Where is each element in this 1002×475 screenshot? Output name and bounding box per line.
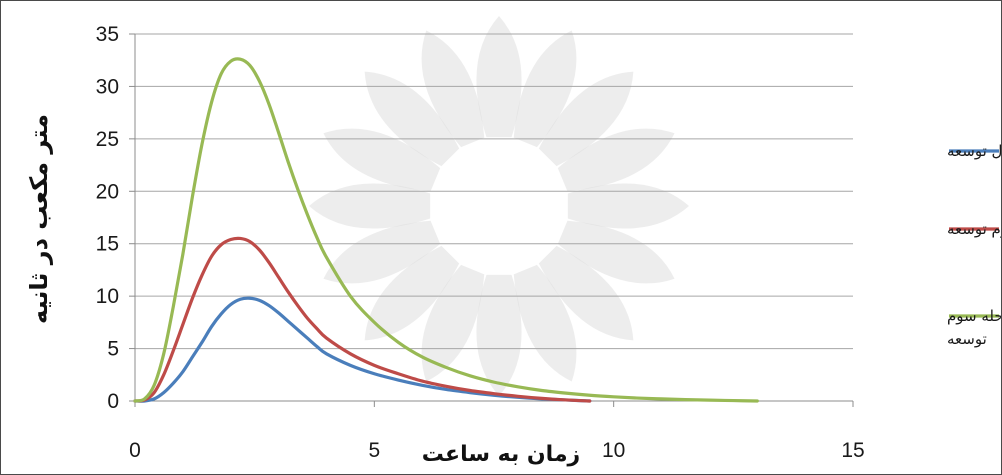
watermark-petal: [364, 71, 460, 167]
legend-label-1: هیدروگراف مرحله اول توسعه: [947, 142, 1001, 160]
series-line-2: [133, 236, 592, 403]
watermark-petal: [323, 220, 441, 284]
watermark-petal: [567, 183, 689, 229]
y-tick-label: 15: [96, 233, 119, 256]
y-tick-label: 20: [96, 180, 119, 203]
watermark-petal: [513, 30, 577, 148]
y-tick-label: 0: [107, 390, 119, 413]
x-axis-label: زمان به ساعت: [422, 442, 580, 467]
legend-label-2: هیدروگراف مرحله دوم توسعه: [947, 220, 1001, 238]
watermark-petal: [309, 183, 431, 229]
y-tick-label: 25: [96, 128, 119, 151]
x-tick-label: 10: [602, 439, 625, 462]
watermark-petal: [476, 274, 522, 396]
watermark-petal: [538, 245, 634, 341]
watermark-petal: [421, 30, 485, 148]
watermark-petal: [557, 220, 675, 284]
watermark-petal: [364, 245, 460, 341]
y-tick-label: 30: [96, 75, 119, 98]
watermark-petal: [421, 264, 485, 382]
series-line-1: [133, 296, 592, 403]
y-axis-label: متر مکعب در ثانیه: [25, 114, 53, 324]
legend: هیدروگراف مرحله اول توسعه هیدروگراف مرحله…: [947, 142, 1001, 348]
y-tick-label: 10: [96, 285, 119, 308]
x-tick-label: 15: [841, 439, 864, 462]
x-tick-label: 0: [129, 439, 141, 462]
axes: 0 5 10 15 20 25 30 35 0 5 10 15: [96, 23, 865, 462]
series-line-3: [133, 57, 759, 403]
series-layer: [133, 57, 759, 403]
watermark-petal: [557, 128, 675, 192]
legend-label-3-cont: توسعه: [947, 330, 987, 348]
y-tick-label: 35: [96, 23, 119, 46]
y-tick-label: 5: [107, 338, 119, 361]
watermark-petal: [513, 264, 577, 382]
watermark-petal: [538, 71, 634, 167]
legend-label-3: هیدروگراف مرحله سوم: [947, 307, 1001, 325]
watermark-logo: [309, 16, 689, 396]
watermark-petal: [476, 16, 522, 138]
watermark-petal: [323, 128, 441, 192]
x-tick-label: 5: [368, 439, 380, 462]
